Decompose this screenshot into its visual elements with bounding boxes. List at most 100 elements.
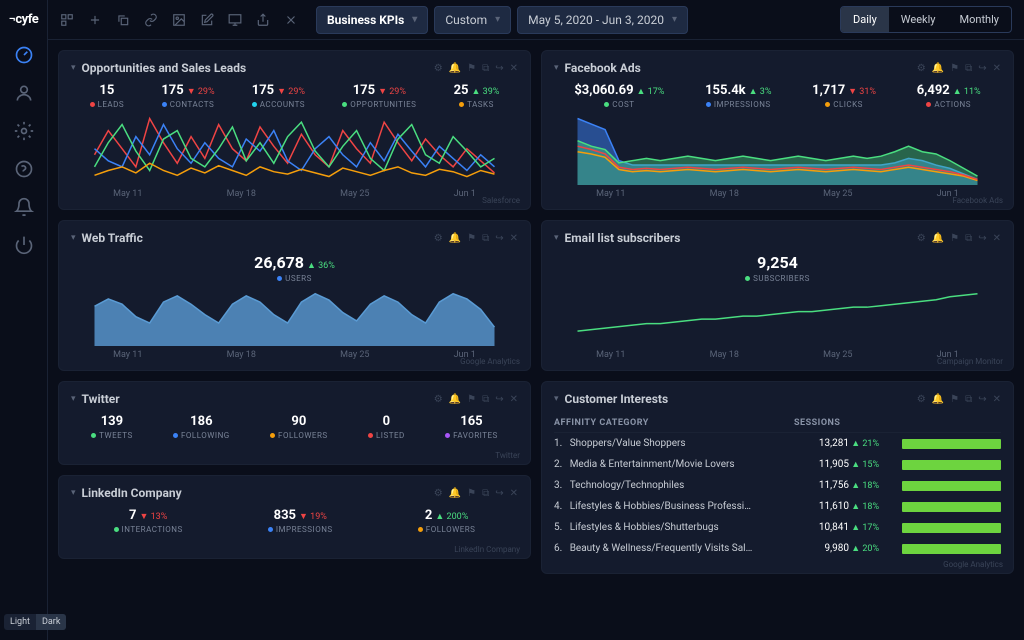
gear-icon[interactable]: ⚙ <box>917 394 926 405</box>
link-icon[interactable] <box>144 13 158 27</box>
kpi: 175▼ 29% CONTACTS <box>161 83 214 109</box>
export-icon[interactable]: ↪ <box>978 63 986 74</box>
close-icon[interactable]: ✕ <box>510 233 518 244</box>
close-icon[interactable]: ✕ <box>993 394 1001 405</box>
bell-icon[interactable]: 🔔 <box>449 394 461 405</box>
seg-monthly[interactable]: Monthly <box>948 7 1012 32</box>
gear-icon[interactable]: ⚙ <box>434 394 443 405</box>
table-row: 5. Lifestyles & Hobbies/Shutterbugs 10,8… <box>554 517 1001 538</box>
bell-icon[interactable]: 🔔 <box>449 63 461 74</box>
power-icon[interactable] <box>14 235 34 255</box>
bell-icon[interactable]: 🔔 <box>932 394 944 405</box>
kpi: $3,060.69▲ 17% COST <box>574 83 664 109</box>
settings-icon[interactable] <box>14 121 34 141</box>
seg-weekly[interactable]: Weekly <box>889 7 948 32</box>
range-type-label: Custom <box>445 13 487 27</box>
bell-icon[interactable]: 🔔 <box>449 233 461 244</box>
flag-icon[interactable]: ⚑ <box>950 63 959 74</box>
close-icon[interactable]: ✕ <box>510 63 518 74</box>
dashboard-selector[interactable]: Business KPIs▾ <box>316 6 428 34</box>
theme-light[interactable]: Light <box>4 614 36 630</box>
dashboard-icon[interactable] <box>14 45 34 65</box>
logo: ¬cyfe <box>9 12 39 27</box>
copy-icon[interactable]: ⧉ <box>965 63 972 74</box>
widget-toolbar: ⚙ 🔔 ⚑ ⧉ ↪ ✕ <box>434 233 518 244</box>
close-icon[interactable] <box>284 13 298 27</box>
widget-facebook-ads: ▾Facebook Ads ⚙🔔⚑⧉↪✕ $3,060.69▲ 17% COST… <box>541 50 1014 210</box>
gear-icon[interactable]: ⚙ <box>434 63 443 74</box>
kpi: 139 TWEETS <box>91 414 133 440</box>
widget-toolbar: ⚙ 🔔 ⚑ ⧉ ↪ ✕ <box>434 63 518 74</box>
widget-source: Google Analytics <box>943 560 1003 569</box>
flag-icon[interactable]: ⚑ <box>467 63 476 74</box>
gear-icon[interactable]: ⚙ <box>917 63 926 74</box>
collapse-icon[interactable]: ▾ <box>554 63 559 73</box>
user-icon[interactable] <box>14 83 34 103</box>
flag-icon[interactable]: ⚑ <box>467 488 476 499</box>
kpi: 6,492▲ 11% ACTIONS <box>917 83 981 109</box>
export-icon[interactable]: ↪ <box>978 233 986 244</box>
chevron-down-icon: ▾ <box>495 14 500 25</box>
bell-icon[interactable]: 🔔 <box>932 233 944 244</box>
close-icon[interactable]: ✕ <box>993 233 1001 244</box>
copy-icon[interactable]: ⧉ <box>482 394 489 405</box>
copy-icon[interactable]: ⧉ <box>482 488 489 499</box>
x-tick: May 11 <box>113 189 142 199</box>
copy-icon[interactable]: ⧉ <box>965 233 972 244</box>
copy-icon[interactable]: ⧉ <box>482 63 489 74</box>
widget-toolbar: ⚙ 🔔 ⚑ ⧉ ↪ ✕ <box>917 233 1001 244</box>
plus-icon[interactable] <box>88 13 102 27</box>
email-chart <box>554 291 1001 346</box>
flag-icon[interactable]: ⚑ <box>467 233 476 244</box>
seg-daily[interactable]: Daily <box>841 7 889 32</box>
copy-icon[interactable]: ⧉ <box>965 394 972 405</box>
gear-icon[interactable]: ⚙ <box>434 233 443 244</box>
monitor-icon[interactable] <box>228 13 242 27</box>
granularity-segment: Daily Weekly Monthly <box>840 6 1012 33</box>
close-icon[interactable]: ✕ <box>993 63 1001 74</box>
widget-toolbar: ⚙ 🔔 ⚑ ⧉ ↪ ✕ <box>434 488 518 499</box>
widget-source: LinkedIn Company <box>454 545 520 554</box>
theme-toggle[interactable]: Light Dark <box>4 614 66 630</box>
flag-icon[interactable]: ⚑ <box>950 394 959 405</box>
image-icon[interactable] <box>172 13 186 27</box>
export-icon[interactable]: ↪ <box>495 63 503 74</box>
grid-add-icon[interactable] <box>60 13 74 27</box>
theme-dark[interactable]: Dark <box>36 614 66 630</box>
kpi: 25▲ 39% TASKS <box>454 83 500 109</box>
gear-icon[interactable]: ⚙ <box>917 233 926 244</box>
close-icon[interactable]: ✕ <box>510 394 518 405</box>
help-icon[interactable] <box>14 159 34 179</box>
collapse-icon[interactable]: ▾ <box>554 233 559 243</box>
collapse-icon[interactable]: ▾ <box>71 233 76 243</box>
export-icon[interactable]: ↪ <box>495 233 503 244</box>
gear-icon[interactable]: ⚙ <box>434 488 443 499</box>
sidebar: ¬cyfe Light Dark <box>0 0 48 640</box>
bell-icon[interactable]: 🔔 <box>932 63 944 74</box>
close-icon[interactable]: ✕ <box>510 488 518 499</box>
date-range-selector[interactable]: May 5, 2020 - Jun 3, 2020▾ <box>517 6 688 34</box>
collapse-icon[interactable]: ▾ <box>71 394 76 404</box>
export-icon[interactable]: ↪ <box>495 488 503 499</box>
widget-grid: ▾Opportunities and Sales Leads ⚙🔔⚑⧉↪✕ 15… <box>48 40 1024 640</box>
bell-icon[interactable] <box>14 197 34 217</box>
edit-icon[interactable] <box>200 13 214 27</box>
range-type-selector[interactable]: Custom ▾ <box>434 6 511 34</box>
collapse-icon[interactable]: ▾ <box>71 63 76 73</box>
bell-icon[interactable]: 🔔 <box>449 488 461 499</box>
widget-toolbar: ⚙ 🔔 ⚑ ⧉ ↪ ✕ <box>917 63 1001 74</box>
flag-icon[interactable]: ⚑ <box>950 233 959 244</box>
widget-source: Twitter <box>495 451 520 460</box>
duplicate-icon[interactable] <box>116 13 130 27</box>
copy-icon[interactable]: ⧉ <box>482 233 489 244</box>
table-row: 7. Travel/Travel Buffs 9,643 ▲ <box>554 559 1001 563</box>
sales-chart <box>71 115 518 185</box>
export-icon[interactable]: ↪ <box>978 394 986 405</box>
collapse-icon[interactable]: ▾ <box>71 488 76 498</box>
share-icon[interactable] <box>256 13 270 27</box>
export-icon[interactable]: ↪ <box>495 394 503 405</box>
flag-icon[interactable]: ⚑ <box>467 394 476 405</box>
kpi: 1,717▼ 31% CLICKS <box>812 83 876 109</box>
collapse-icon[interactable]: ▾ <box>554 394 559 404</box>
widget-customer-interests: ▾Customer Interests ⚙🔔⚑⧉↪✕ AFFINITY CATE… <box>541 381 1014 574</box>
